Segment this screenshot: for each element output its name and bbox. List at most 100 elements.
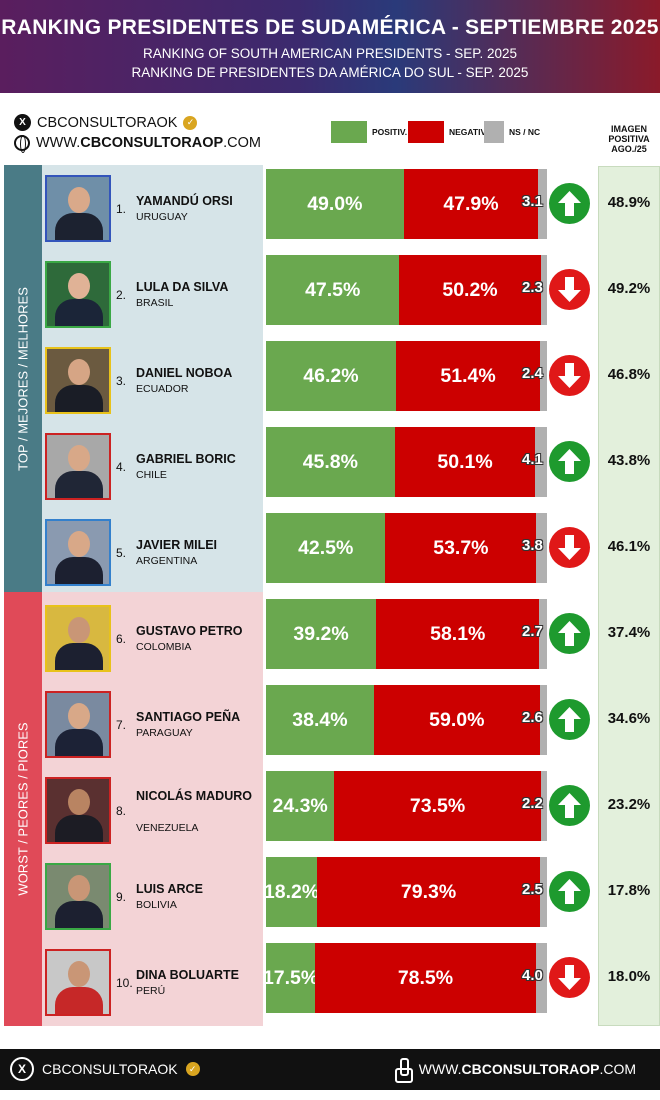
ranking-row: 10. DINA BOLUARTE PERÚ 17.5% 78.5% 4.0 18.0% [0, 940, 660, 1026]
subtitle-english: RANKING OF SOUTH AMERICAN PRESIDENTS - S… [142, 46, 518, 61]
president-photo [45, 347, 111, 414]
positive-segment: 46.2% [266, 341, 396, 411]
positive-segment: 38.4% [266, 685, 374, 755]
ns-segment [540, 771, 547, 841]
ranking-row: 1. YAMANDÚ ORSI URUGUAY 49.0% 47.9% 3.1 48.9% [0, 166, 660, 252]
worst-band: WORST / PEORES / PIORES [4, 592, 42, 1026]
subtitle-portuguese: RANKING DE PRESIDENTES DA AMÉRICA DO SUL… [131, 65, 529, 80]
legend-negative: NEGATIV. [408, 121, 488, 143]
ranking-row: 5. JAVIER MILEI ARGENTINA 42.5% 53.7% 3.8 46.1… [0, 510, 660, 596]
negative-segment: 50.1% [394, 427, 536, 497]
president-name: NICOLÁS MADURO [136, 789, 252, 803]
rank-number: 3. [116, 374, 127, 388]
globe-icon [14, 135, 30, 153]
president-photo [45, 949, 111, 1016]
negative-segment: 78.5% [315, 943, 536, 1013]
ranking-row: 7. SANTIAGO PEÑA PARAGUAY 38.4% 59.0% 2.6 34.6… [0, 682, 660, 768]
positive-segment: 24.3% [266, 771, 335, 841]
approval-bar: 45.8% 50.1% [266, 427, 547, 497]
president-name: GABRIEL BORIC [136, 452, 236, 466]
previous-positive-image: 17.8% [607, 882, 651, 899]
ns-segment [539, 599, 547, 669]
ranking-row: 2. LULA DA SILVA BRASIL 47.5% 50.2% 2.3 49.2% [0, 252, 660, 338]
legend-label-negative: NEGATIV. [449, 127, 488, 137]
ns-segment [536, 513, 547, 583]
website-link[interactable]: WWW.CBCONSULTORAOP.COM [14, 135, 262, 153]
president-name: DINA BOLUARTE [136, 968, 240, 982]
x-logo-icon: X [10, 1057, 34, 1081]
positive-segment: 17.5% [266, 943, 316, 1013]
website-text: WWW.CBCONSULTORAOP.COM [36, 135, 262, 151]
ns-value-label: 2.7 [522, 623, 543, 640]
country-name: PERÚ [136, 985, 166, 997]
president-name: SANTIAGO PEÑA [136, 710, 241, 724]
country-name: PARAGUAY [136, 727, 193, 739]
country-name: BOLIVIA [136, 899, 177, 911]
ns-segment [540, 255, 547, 325]
verified-badge-icon: ✓ [183, 115, 198, 130]
ranking-row: 8. NICOLÁS MADURO VENEZUELA 24.3% 73.5% 2.2 23… [0, 768, 660, 854]
negative-segment: 58.1% [376, 599, 540, 669]
footer-website-text: WWW.CBCONSULTORAOP.COM [418, 1061, 636, 1077]
approval-bar: 46.2% 51.4% [266, 341, 547, 411]
rank-number: 6. [116, 632, 127, 646]
ranking-row: 6. GUSTAVO PETRO COLOMBIA 39.2% 58.1% 2.7 37.4… [0, 596, 660, 682]
positive-segment: 45.8% [266, 427, 395, 497]
negative-segment: 53.7% [385, 513, 537, 583]
president-name: JAVIER MILEI [136, 538, 218, 552]
legend-positive: POSITIV. [331, 121, 407, 143]
country-name: COLOMBIA [136, 641, 192, 653]
page-title: RANKING PRESIDENTES DE SUDAMÉRICA - SEPT… [1, 16, 659, 39]
ns-segment [535, 427, 547, 497]
header-banner: RANKING PRESIDENTES DE SUDAMÉRICA - SEPT… [0, 0, 660, 93]
arrow-up-icon [549, 699, 590, 740]
pointer-hand-icon [394, 1058, 413, 1083]
president-name: DANIEL NOBOA [136, 366, 233, 380]
ns-value-label: 2.3 [522, 279, 543, 296]
ns-value-label: 4.0 [522, 967, 543, 984]
rank-number: 9. [116, 890, 127, 904]
legend-ns: NS / NC [484, 121, 540, 143]
image-header-line-1: IMAGEN [611, 124, 647, 134]
arrow-up-icon [549, 183, 590, 224]
ns-value-label: 2.2 [522, 795, 543, 812]
image-positive-column [598, 166, 660, 1026]
country-name: ECUADOR [136, 383, 189, 395]
rank-number: 8. [116, 804, 127, 818]
footer-website-link[interactable]: WWW.CBCONSULTORAOP.COM [394, 1058, 636, 1083]
ns-value-label: 4.1 [522, 451, 543, 468]
positive-segment: 49.0% [266, 169, 404, 239]
ns-segment [539, 857, 547, 927]
ns-value-label: 2.6 [522, 709, 543, 726]
approval-bar: 24.3% 73.5% [266, 771, 547, 841]
verified-badge-icon: ✓ [185, 1062, 200, 1076]
handle-text: CBCONSULTORAOK [37, 114, 178, 131]
ns-value-label: 3.8 [522, 537, 543, 554]
ns-value-label: 2.5 [522, 881, 543, 898]
ns-segment [540, 341, 547, 411]
rank-number: 4. [116, 460, 127, 474]
arrow-down-icon [549, 957, 590, 998]
approval-bar: 42.5% 53.7% [266, 513, 547, 583]
ns-segment [538, 169, 547, 239]
approval-bar: 18.2% 79.3% [266, 857, 547, 927]
previous-positive-image: 46.1% [607, 538, 651, 555]
previous-positive-image: 23.2% [607, 796, 651, 813]
ns-value-label: 3.1 [522, 193, 543, 210]
president-photo [45, 691, 111, 758]
approval-bar: 49.0% 47.9% [266, 169, 547, 239]
arrow-up-icon [549, 441, 590, 482]
previous-positive-image: 43.8% [607, 452, 651, 469]
country-name: BRASIL [136, 297, 174, 309]
legend-swatch-positive [331, 121, 367, 143]
previous-positive-image: 34.6% [607, 710, 651, 727]
previous-positive-image: 49.2% [607, 280, 651, 297]
social-handle[interactable]: X CBCONSULTORAOK ✓ [14, 114, 198, 131]
country-name: ARGENTINA [136, 555, 198, 567]
country-name: CHILE [136, 469, 167, 481]
positive-segment: 42.5% [266, 513, 386, 583]
president-photo [45, 433, 111, 500]
approval-bar: 39.2% 58.1% [266, 599, 547, 669]
negative-segment: 50.2% [399, 255, 541, 325]
footer-social-handle[interactable]: X CBCONSULTORAOK ✓ [10, 1057, 200, 1081]
